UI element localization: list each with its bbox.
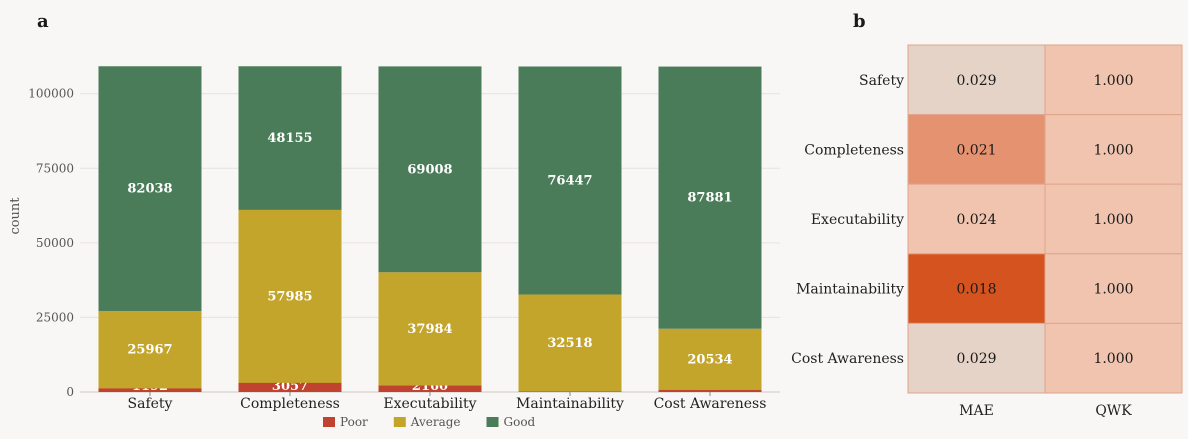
legend-swatch-poor <box>323 417 335 427</box>
heatmap-cell-label: 1.000 <box>1093 142 1133 158</box>
x-tick-label: Executability <box>383 396 476 412</box>
heatmap-cell-label: 1.000 <box>1093 73 1133 89</box>
x-tick-label: Cost Awareness <box>654 396 767 412</box>
stacked-bar-chart: 0250005000075000100000count1192259678203… <box>8 66 780 429</box>
legend-swatch-good <box>487 417 499 427</box>
legend-label-average: Average <box>410 415 461 429</box>
heatmap-cell-label: 0.021 <box>956 142 996 158</box>
data-label-average: 25967 <box>127 343 172 358</box>
y-tick-label: 75000 <box>36 161 74 175</box>
data-label-good: 82038 <box>127 182 172 197</box>
heatmap-row-label: Maintainability <box>796 282 904 298</box>
heatmap-cell-label: 0.029 <box>956 351 996 367</box>
heatmap-row-label: Completeness <box>804 142 904 158</box>
data-label-good: 48155 <box>267 131 312 146</box>
x-tick-label: Completeness <box>240 396 340 412</box>
heatmap-cell-label: 1.000 <box>1093 282 1133 298</box>
data-label-good: 87881 <box>687 191 732 206</box>
x-tick-label: Maintainability <box>516 396 624 412</box>
heatmap-row-label: Safety <box>859 73 904 89</box>
y-axis-label: count <box>8 197 23 235</box>
heatmap-column-label: MAE <box>959 403 994 419</box>
heatmap-row-label: Executability <box>811 212 904 228</box>
panel-b-label: b <box>853 11 866 32</box>
x-tick-label: Safety <box>128 396 173 412</box>
y-tick-label: 50000 <box>36 236 74 250</box>
data-label-average: 37984 <box>407 322 452 337</box>
data-label-average: 57985 <box>267 289 312 304</box>
heatmap-cell-label: 0.024 <box>956 212 996 228</box>
heatmap-cell-label: 1.000 <box>1093 351 1133 367</box>
y-tick-label: 25000 <box>36 310 74 324</box>
data-label-good: 76447 <box>547 174 592 189</box>
data-label-good: 69008 <box>407 162 452 177</box>
y-tick-label: 100000 <box>28 87 74 101</box>
heatmap-cell-label: 0.029 <box>956 73 996 89</box>
y-tick-label: 0 <box>66 385 74 399</box>
legend-label-good: Good <box>504 415 536 429</box>
legend-swatch-average <box>394 417 406 427</box>
heatmap-column-label: QWK <box>1095 403 1132 419</box>
data-label-average: 20534 <box>687 352 732 367</box>
legend-label-poor: Poor <box>340 415 368 429</box>
heatmap-cell-label: 1.000 <box>1093 212 1133 228</box>
data-label-average: 32518 <box>547 336 592 351</box>
panel-a-label: a <box>37 11 49 32</box>
heatmap-row-label: Cost Awareness <box>791 351 904 367</box>
heatmap-cell-label: 0.018 <box>956 282 996 298</box>
